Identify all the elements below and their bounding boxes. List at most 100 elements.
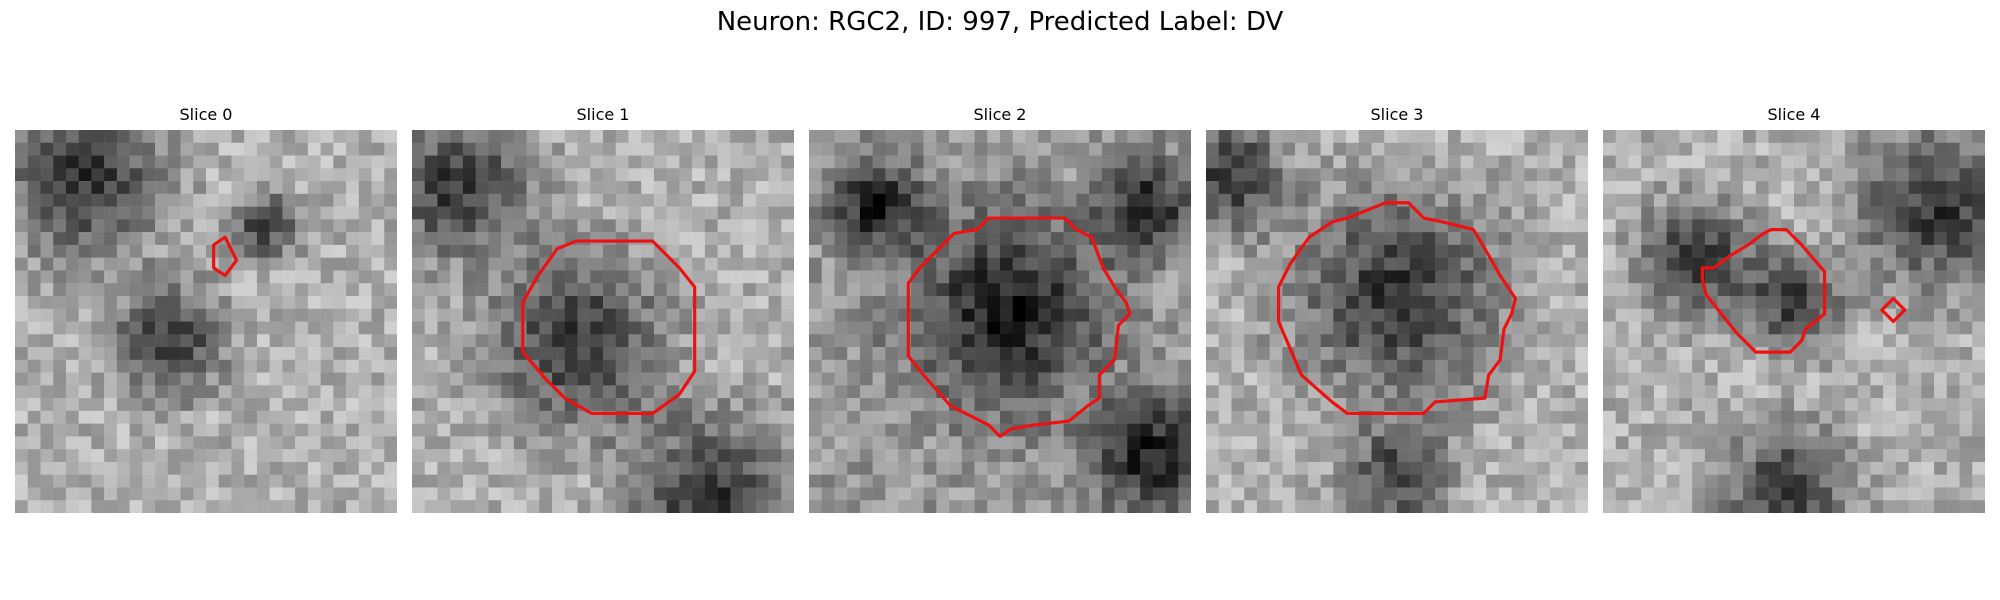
- image-pixel: [1653, 321, 1667, 335]
- image-pixel: [1895, 193, 1909, 207]
- image-pixel: [526, 398, 540, 412]
- image-pixel: [1127, 500, 1141, 513]
- image-pixel: [1562, 232, 1576, 246]
- image-pixel: [1101, 206, 1115, 220]
- image-pixel: [1025, 130, 1039, 144]
- image-pixel: [167, 308, 181, 322]
- image-pixel: [781, 385, 794, 399]
- image-pixel: [358, 398, 372, 412]
- image-pixel: [53, 295, 67, 309]
- image-pixel: [206, 270, 219, 284]
- image-pixel: [142, 436, 156, 450]
- image-pixel: [641, 436, 655, 450]
- image-pixel: [1140, 206, 1154, 220]
- image-pixel: [730, 461, 744, 475]
- image-pixel: [961, 474, 975, 488]
- image-pixel: [1832, 500, 1846, 513]
- image-pixel: [987, 283, 1001, 297]
- image-pixel: [1562, 181, 1576, 195]
- image-pixel: [1012, 347, 1026, 361]
- image-pixel: [1524, 410, 1538, 424]
- image-pixel: [1397, 321, 1410, 335]
- image-pixel: [755, 219, 769, 233]
- image-pixel: [1921, 461, 1935, 475]
- image-pixel: [768, 181, 782, 195]
- image-pixel: [218, 181, 232, 195]
- image-pixel: [1628, 398, 1642, 412]
- image-pixel: [590, 168, 604, 182]
- image-pixel: [949, 130, 963, 144]
- image-pixel: [27, 219, 41, 233]
- image-pixel: [872, 385, 886, 399]
- image-pixel: [1333, 283, 1347, 297]
- image-pixel: [1460, 321, 1474, 335]
- image-pixel: [15, 283, 28, 297]
- image-pixel: [1397, 168, 1410, 182]
- image-pixel: [526, 181, 540, 195]
- image-pixel: [1460, 130, 1474, 144]
- image-pixel: [1666, 283, 1680, 297]
- image-pixel: [1549, 257, 1563, 271]
- image-pixel: [40, 487, 54, 501]
- image-pixel: [974, 347, 988, 361]
- image-pixel: [15, 142, 28, 156]
- image-pixel: [475, 295, 489, 309]
- image-pixel: [1653, 295, 1667, 309]
- image-pixel: [768, 308, 782, 322]
- image-pixel: [1165, 270, 1179, 284]
- image-pixel: [269, 181, 283, 195]
- image-pixel: [834, 347, 848, 361]
- image-pixel: [1972, 168, 1985, 182]
- image-pixel: [834, 423, 848, 437]
- image-pixel: [295, 334, 309, 348]
- image-pixel: [142, 244, 156, 258]
- image-pixel: [653, 181, 667, 195]
- image-pixel: [180, 461, 194, 475]
- image-pixel: [936, 423, 950, 437]
- image-pixel: [206, 130, 219, 144]
- image-pixel: [269, 219, 283, 233]
- image-pixel: [116, 295, 130, 309]
- image-pixel: [1946, 219, 1960, 233]
- image-pixel: [641, 130, 655, 144]
- image-pixel: [539, 474, 553, 488]
- image-pixel: [475, 500, 489, 513]
- image-pixel: [1524, 500, 1538, 513]
- image-pixel: [781, 449, 794, 463]
- image-pixel: [768, 206, 782, 220]
- image-pixel: [641, 142, 655, 156]
- image-pixel: [231, 500, 245, 513]
- image-pixel: [1575, 168, 1588, 182]
- image-pixel: [1178, 168, 1191, 182]
- image-pixel: [1000, 321, 1013, 335]
- image-pixel: [755, 155, 769, 169]
- image-pixel: [1473, 474, 1487, 488]
- image-pixel: [488, 244, 502, 258]
- image-pixel: [1946, 423, 1960, 437]
- image-pixel: [1692, 347, 1706, 361]
- image-pixel: [1870, 270, 1884, 284]
- image-pixel: [730, 423, 744, 437]
- image-pixel: [1152, 219, 1166, 233]
- image-pixel: [1178, 385, 1191, 399]
- image-pixel: [116, 270, 130, 284]
- image-pixel: [781, 398, 794, 412]
- image-pixel: [615, 474, 629, 488]
- image-pixel: [1346, 474, 1360, 488]
- image-pixel: [885, 295, 899, 309]
- image-pixel: [1012, 206, 1026, 220]
- image-pixel: [1870, 461, 1884, 475]
- image-pixel: [1921, 321, 1935, 335]
- image-pixel: [641, 193, 655, 207]
- image-pixel: [65, 500, 79, 513]
- image-pixel: [717, 359, 731, 373]
- image-pixel: [1101, 219, 1115, 233]
- image-pixel: [1844, 270, 1858, 284]
- image-pixel: [1743, 193, 1757, 207]
- image-pixel: [1781, 423, 1795, 437]
- image-pixel: [847, 334, 861, 348]
- image-pixel: [231, 436, 245, 450]
- image-pixel: [53, 398, 67, 412]
- image-pixel: [1295, 385, 1309, 399]
- image-pixel: [269, 334, 283, 348]
